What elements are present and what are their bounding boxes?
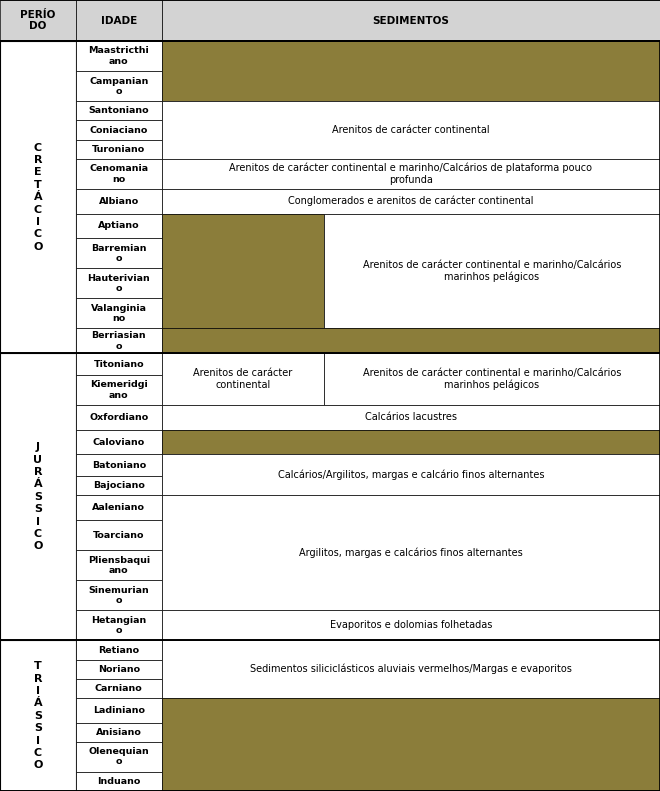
Text: Noriano: Noriano (98, 664, 140, 674)
Bar (162, 214, 323, 328)
Bar (76, 41, 162, 71)
Bar (162, 495, 660, 611)
Bar (76, 641, 162, 660)
Text: Conglomerados e arenitos de carácter continental: Conglomerados e arenitos de carácter con… (288, 196, 533, 206)
Bar (162, 454, 660, 495)
Text: Sinemurian
o: Sinemurian o (88, 585, 149, 605)
Text: Berriasian
o: Berriasian o (92, 331, 146, 350)
Bar (76, 71, 162, 101)
Text: Sedimentos siliciclásticos aluviais vermelhos/Margas e evaporitos: Sedimentos siliciclásticos aluviais verm… (250, 664, 572, 675)
Bar (162, 698, 660, 791)
Bar (76, 268, 162, 298)
Text: Anisiano: Anisiano (96, 728, 142, 736)
Bar (76, 772, 162, 791)
Bar (76, 611, 162, 641)
Text: Kiemeridgi
ano: Kiemeridgi ano (90, 380, 148, 399)
Text: Cenomania
no: Cenomania no (89, 165, 148, 184)
Bar (162, 405, 660, 430)
Text: SEDIMENTOS: SEDIMENTOS (372, 16, 449, 25)
Bar (76, 476, 162, 495)
Text: PERÍO
DO: PERÍO DO (20, 9, 55, 32)
Bar (76, 454, 162, 476)
Bar (0, 0, 76, 41)
Bar (162, 353, 323, 405)
Bar (162, 189, 660, 214)
Text: Hetangian
o: Hetangian o (91, 615, 147, 635)
Text: Argilitos, margas e calcários finos alternantes: Argilitos, margas e calcários finos alte… (299, 547, 523, 558)
Text: Toarciano: Toarciano (93, 531, 145, 539)
Text: Arenitos de carácter continental e marinho/Calcários de plataforma pouco
profund: Arenitos de carácter continental e marin… (230, 163, 593, 185)
Bar (162, 430, 660, 454)
Text: Barremian
o: Barremian o (91, 244, 147, 263)
Bar (76, 101, 162, 120)
Text: Carniano: Carniano (95, 684, 143, 693)
Text: Oxfordiano: Oxfordiano (89, 413, 148, 422)
Text: Titoniano: Titoniano (94, 360, 144, 369)
Text: Batoniano: Batoniano (92, 461, 146, 470)
Text: Santoniano: Santoniano (88, 107, 149, 115)
Bar (76, 298, 162, 328)
Text: Maastricthi
ano: Maastricthi ano (88, 47, 149, 66)
Bar (162, 328, 660, 353)
Text: Calcários lacustres: Calcários lacustres (365, 412, 457, 422)
Bar (0, 641, 76, 791)
Bar (0, 41, 76, 353)
Bar (162, 611, 660, 641)
Bar (76, 159, 162, 189)
Bar (76, 214, 162, 238)
Bar (162, 0, 660, 41)
Bar (76, 189, 162, 214)
Text: Retiano: Retiano (98, 645, 139, 655)
Text: Arenitos de carácter
continental: Arenitos de carácter continental (193, 369, 292, 390)
Text: Turoniano: Turoniano (92, 145, 145, 153)
Bar (162, 41, 660, 101)
Bar (76, 353, 162, 375)
Bar (323, 353, 660, 405)
Text: Evaporitos e dolomias folhetadas: Evaporitos e dolomias folhetadas (329, 620, 492, 630)
Bar (76, 430, 162, 454)
Text: Arenitos de carácter continental e marinho/Calcários
marinhos pelágicos: Arenitos de carácter continental e marin… (362, 260, 621, 282)
Text: J
U
R
Á
S
S
I
C
O: J U R Á S S I C O (33, 442, 43, 551)
Bar (76, 742, 162, 772)
Bar (0, 353, 76, 641)
Bar (162, 101, 660, 159)
Text: Albiano: Albiano (99, 197, 139, 206)
Bar (76, 120, 162, 140)
Bar (76, 238, 162, 268)
Bar (323, 214, 660, 328)
Text: Caloviano: Caloviano (92, 437, 145, 447)
Bar (76, 679, 162, 698)
Bar (76, 723, 162, 742)
Bar (162, 641, 660, 698)
Bar (76, 660, 162, 679)
Text: IDADE: IDADE (101, 16, 137, 25)
Text: Arenitos de carácter continental e marinho/Calcários
marinhos pelágicos: Arenitos de carácter continental e marin… (362, 368, 621, 390)
Bar (162, 159, 660, 189)
Text: Induano: Induano (97, 777, 141, 786)
Bar (76, 698, 162, 723)
Bar (76, 520, 162, 551)
Text: Aaleniano: Aaleniano (92, 503, 145, 513)
Bar (76, 140, 162, 159)
Text: Valanginia
no: Valanginia no (91, 304, 147, 324)
Bar (76, 495, 162, 520)
Bar (76, 581, 162, 611)
Bar (76, 405, 162, 430)
Text: T
R
I
Á
S
S
I
C
O: T R I Á S S I C O (33, 661, 43, 770)
Bar (76, 328, 162, 353)
Text: Olenequian
o: Olenequian o (88, 747, 149, 766)
Text: Hauterivian
o: Hauterivian o (87, 274, 150, 293)
Bar (76, 551, 162, 581)
Text: Calcários/Argilitos, margas e calcário finos alternantes: Calcários/Argilitos, margas e calcário f… (278, 470, 544, 480)
Text: Bajociano: Bajociano (93, 482, 145, 490)
Text: Coniaciano: Coniaciano (90, 126, 148, 134)
Text: Arenitos de carácter continental: Arenitos de carácter continental (332, 125, 490, 135)
Text: Ladiniano: Ladiniano (93, 706, 145, 715)
Text: Aptiano: Aptiano (98, 221, 140, 230)
Text: Campanian
o: Campanian o (89, 77, 148, 96)
Bar (76, 375, 162, 405)
Bar (76, 0, 162, 41)
Text: C
R
E
T
Á
C
I
C
O: C R E T Á C I C O (33, 142, 43, 252)
Text: Pliensbaqui
ano: Pliensbaqui ano (88, 555, 150, 575)
